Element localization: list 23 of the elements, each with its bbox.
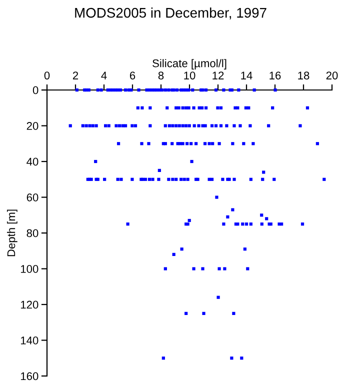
x-tick-label: 6: [130, 72, 136, 80]
y-axis-title: Depth [m]: [6, 210, 18, 256]
x-tick-label: 14: [241, 72, 252, 80]
x-tick-label: 18: [298, 72, 310, 80]
chart-title: MODS2005 in December, 1997: [75, 8, 266, 20]
x-tick-label: 0: [44, 72, 50, 80]
y-tick-label: 60: [26, 194, 38, 202]
y-tick-label: 0: [32, 86, 38, 94]
x-tick-label: 10: [184, 72, 196, 80]
y-tick-label: 160: [20, 372, 38, 380]
x-tick-label: 2: [72, 72, 78, 80]
x-axis-title: Silicate [µmol/l]: [152, 59, 226, 70]
y-tick-label: 20: [26, 122, 38, 130]
y-tick-label: 100: [20, 265, 38, 273]
x-tick-label: 20: [326, 72, 338, 80]
y-tick-label: 40: [26, 158, 38, 166]
x-tick-label: 16: [270, 72, 281, 80]
y-tick-label: 140: [20, 336, 38, 344]
x-tick-label: 8: [158, 72, 164, 80]
y-tick-label: 80: [26, 229, 38, 238]
y-tick-label: 120: [20, 300, 38, 309]
x-tick-label: 4: [101, 72, 107, 80]
x-tick-label: 12: [212, 72, 224, 80]
